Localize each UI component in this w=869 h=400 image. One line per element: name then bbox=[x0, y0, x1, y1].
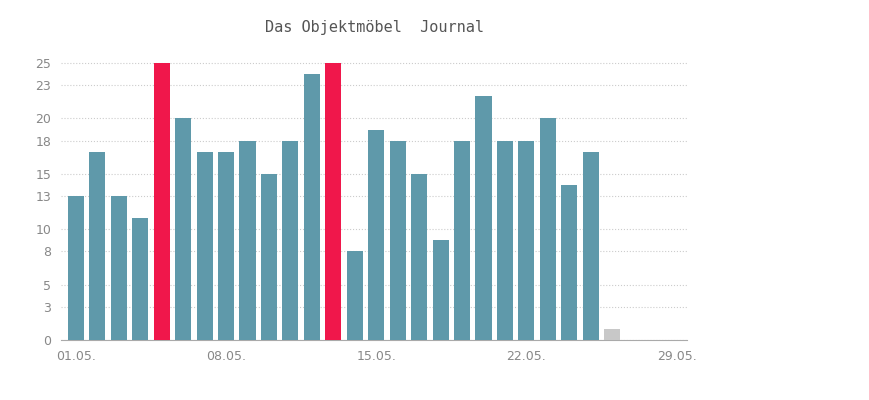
Bar bbox=[132, 218, 148, 340]
Bar bbox=[368, 130, 384, 340]
Bar bbox=[175, 118, 191, 340]
Bar bbox=[218, 152, 234, 340]
Bar bbox=[432, 240, 448, 340]
Text: Das Objektmöbel  Journal: Das Objektmöbel Journal bbox=[264, 20, 483, 35]
Bar bbox=[603, 329, 620, 340]
Bar bbox=[196, 152, 212, 340]
Bar bbox=[261, 174, 276, 340]
Bar bbox=[496, 141, 513, 340]
Bar bbox=[347, 251, 362, 340]
Bar bbox=[303, 74, 320, 340]
Bar bbox=[582, 152, 598, 340]
Bar bbox=[68, 196, 84, 340]
Bar bbox=[518, 141, 534, 340]
Bar bbox=[110, 196, 127, 340]
Bar bbox=[325, 63, 341, 340]
Bar bbox=[389, 141, 405, 340]
Bar bbox=[561, 185, 577, 340]
Bar bbox=[282, 141, 298, 340]
Bar bbox=[454, 141, 469, 340]
Bar bbox=[475, 96, 491, 340]
Bar bbox=[239, 141, 255, 340]
Legend: eindeutige Besucher, bester Tag, heutiger Tag: eindeutige Besucher, bester Tag, heutige… bbox=[200, 398, 547, 400]
Bar bbox=[539, 118, 555, 340]
Bar bbox=[90, 152, 105, 340]
Bar bbox=[411, 174, 427, 340]
Bar bbox=[154, 63, 169, 340]
